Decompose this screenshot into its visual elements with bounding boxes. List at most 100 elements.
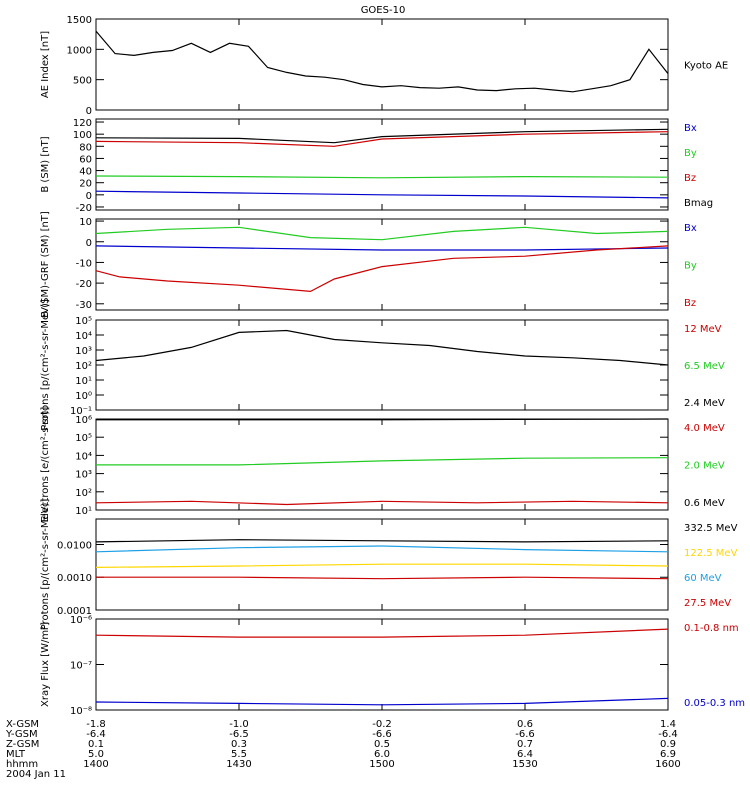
legend-332-5-mev: 332.5 MeV (684, 523, 738, 534)
x-tick-value-y_gsm: -6.4 (86, 729, 106, 740)
x-tick-value-z_gsm: 0.3 (231, 739, 247, 750)
x-row-label: hhmm (6, 759, 38, 770)
x-tick-value-hhmm: 1530 (512, 759, 537, 770)
y-axis-label: Protons [p/(cm²-s-sr-MeV)] (40, 499, 51, 631)
y-tick-label: 10⁶ (75, 415, 92, 426)
legend-2-0-mev: 2.0 MeV (684, 461, 725, 472)
panel-frame (95, 18, 669, 111)
panel-electrons: 10¹ 10² 10³ 10⁴ 10⁵ 10⁶ Electrons [e/(cm²-s-sr… (40, 407, 725, 523)
legend-kyoto-ae: Kyoto AE (684, 61, 728, 72)
panel-protons2: 0.0001 0.0010 0.0100 Protons [p/(cm²-s-sr-M… (40, 499, 738, 631)
x-tick-value-hhmm: 1600 (655, 759, 680, 770)
legend-0-05-0-3-nm: 0.05-0.3 nm (684, 698, 745, 709)
chart-title: GOES-10 (361, 5, 406, 16)
y-tick-label: 10⁵ (75, 316, 92, 327)
legend-bx: Bx (684, 223, 697, 234)
panel-bdiff: -30 -20 -10 0 10 B (SM)-GRF (SM) [nT] Bx By Bz (40, 211, 697, 318)
y-tick-label: 1500 (67, 15, 92, 26)
y-axis-label: AE Index [nT] (40, 31, 51, 98)
legend-27-5-mev: 27.5 MeV (684, 598, 731, 609)
y-tick-label: -20 (76, 279, 92, 290)
panel-xray: 10⁻⁸ 10⁻⁷ 10⁻⁶ Xray Flux [W/m²] 0.1-0.8 nm 0.… (40, 615, 745, 717)
x-tick-value-z_gsm: 0.5 (374, 739, 390, 750)
y-tick-label: 10¹ (75, 506, 92, 517)
y-tick-label: 500 (73, 76, 92, 87)
series-122-5-mev (95, 563, 669, 568)
y-axis-label: Xray Flux [W/m²] (40, 622, 51, 707)
x-tick-value-z_gsm: 0.1 (88, 739, 104, 750)
y-tick-label: 60 (79, 154, 92, 165)
series-kyoto-ae (95, 30, 669, 93)
y-tick-label: 80 (79, 142, 92, 153)
y-tick-label: 10⁻⁷ (70, 661, 92, 672)
series-0-05-0-3-nm (95, 697, 669, 706)
panel-ae: 0 500 1000 1500 AE Index [nT] Kyoto AE (40, 15, 728, 117)
y-tick-label: 40 (79, 167, 92, 178)
y-tick-label: 0.0001 (57, 606, 92, 617)
series-60-mev (95, 545, 669, 553)
y-tick-label: 10⁻¹ (70, 406, 92, 417)
x-tick-value-x_gsm: 1.4 (660, 719, 676, 730)
series-0-1-0-8-nm (95, 628, 669, 638)
legend-bz: Bz (684, 298, 696, 309)
y-tick-label: 0 (86, 191, 92, 202)
series-0-6-mev (96, 418, 669, 421)
series-bx (95, 245, 669, 251)
series-bx (95, 190, 669, 199)
y-tick-label: 0.0010 (57, 573, 92, 584)
x-tick-value-hhmm: 1430 (226, 759, 251, 770)
legend-by: By (684, 148, 697, 159)
x-row-label: X-GSM (6, 719, 39, 730)
y-tick-label: 0 (86, 238, 92, 249)
x-row-label: Z-GSM (6, 739, 39, 750)
y-tick-label: 10² (75, 488, 92, 499)
y-tick-label: 10⁵ (75, 433, 92, 444)
y-tick-label: -10 (76, 258, 92, 269)
y-tick-label: 10 (79, 217, 92, 228)
x-tick-value-mlt: 6.4 (517, 749, 533, 760)
series-by (95, 226, 669, 241)
legend-0-6-mev: 0.6 MeV (684, 498, 725, 509)
x-tick-value-x_gsm: -0.2 (372, 719, 392, 730)
x-row-label: Y-GSM (5, 729, 38, 740)
x-tick-value-mlt: 5.5 (231, 749, 247, 760)
panel-frame (95, 319, 669, 411)
series-27-5-mev (96, 576, 669, 580)
x-tick-value-x_gsm: -1.0 (229, 719, 249, 730)
y-tick-label: -30 (76, 300, 92, 311)
series-by (95, 175, 669, 179)
series-4-0-mev (95, 500, 669, 506)
x-row-label: 2004 Jan 11 (6, 769, 66, 780)
panel-protons1: 10⁻¹ 10⁰ 10¹ 10² 10³ 10⁴ 10⁵ Protons [p/(cm²-s-… (40, 299, 725, 431)
y-axis-label: Protons [p/(cm²-s-sr-MeV)] (40, 299, 51, 431)
legend-4-0-mev: 4.0 MeV (684, 423, 725, 434)
x-tick-value-y_gsm: -6.6 (372, 729, 392, 740)
y-tick-label: 100 (73, 130, 92, 141)
series-bz (95, 245, 669, 293)
y-tick-label: 10⁰ (75, 391, 92, 402)
x-tick-value-y_gsm: -6.5 (229, 729, 249, 740)
series-332-5-mev (95, 539, 669, 543)
x-tick-value-x_gsm: -1.8 (86, 719, 106, 730)
x-tick-value-x_gsm: 0.6 (517, 719, 533, 730)
series-2-0-mev (96, 457, 669, 466)
legend-12-mev: 12 MeV (684, 324, 722, 335)
legend-2-4-mev: 2.4 MeV (684, 398, 725, 409)
x-row-label: MLT (6, 749, 26, 760)
series-2-4-mev (95, 329, 669, 366)
x-tick-value-y_gsm: -6.6 (515, 729, 535, 740)
y-axis-label: B (SM) [nT] (40, 136, 51, 192)
y-tick-label: 10³ (75, 470, 92, 481)
legend-60-mev: 60 MeV (684, 573, 722, 584)
series-bz (95, 131, 669, 147)
x-tick-value-mlt: 6.9 (660, 749, 676, 760)
y-tick-label: 10⁻⁸ (70, 706, 92, 717)
y-tick-label: 120 (73, 118, 92, 129)
y-tick-label: 0 (86, 106, 92, 117)
y-tick-label: 0.0100 (57, 540, 92, 551)
legend-6-5-mev: 6.5 MeV (684, 361, 725, 372)
y-tick-label: 10¹ (75, 376, 92, 387)
